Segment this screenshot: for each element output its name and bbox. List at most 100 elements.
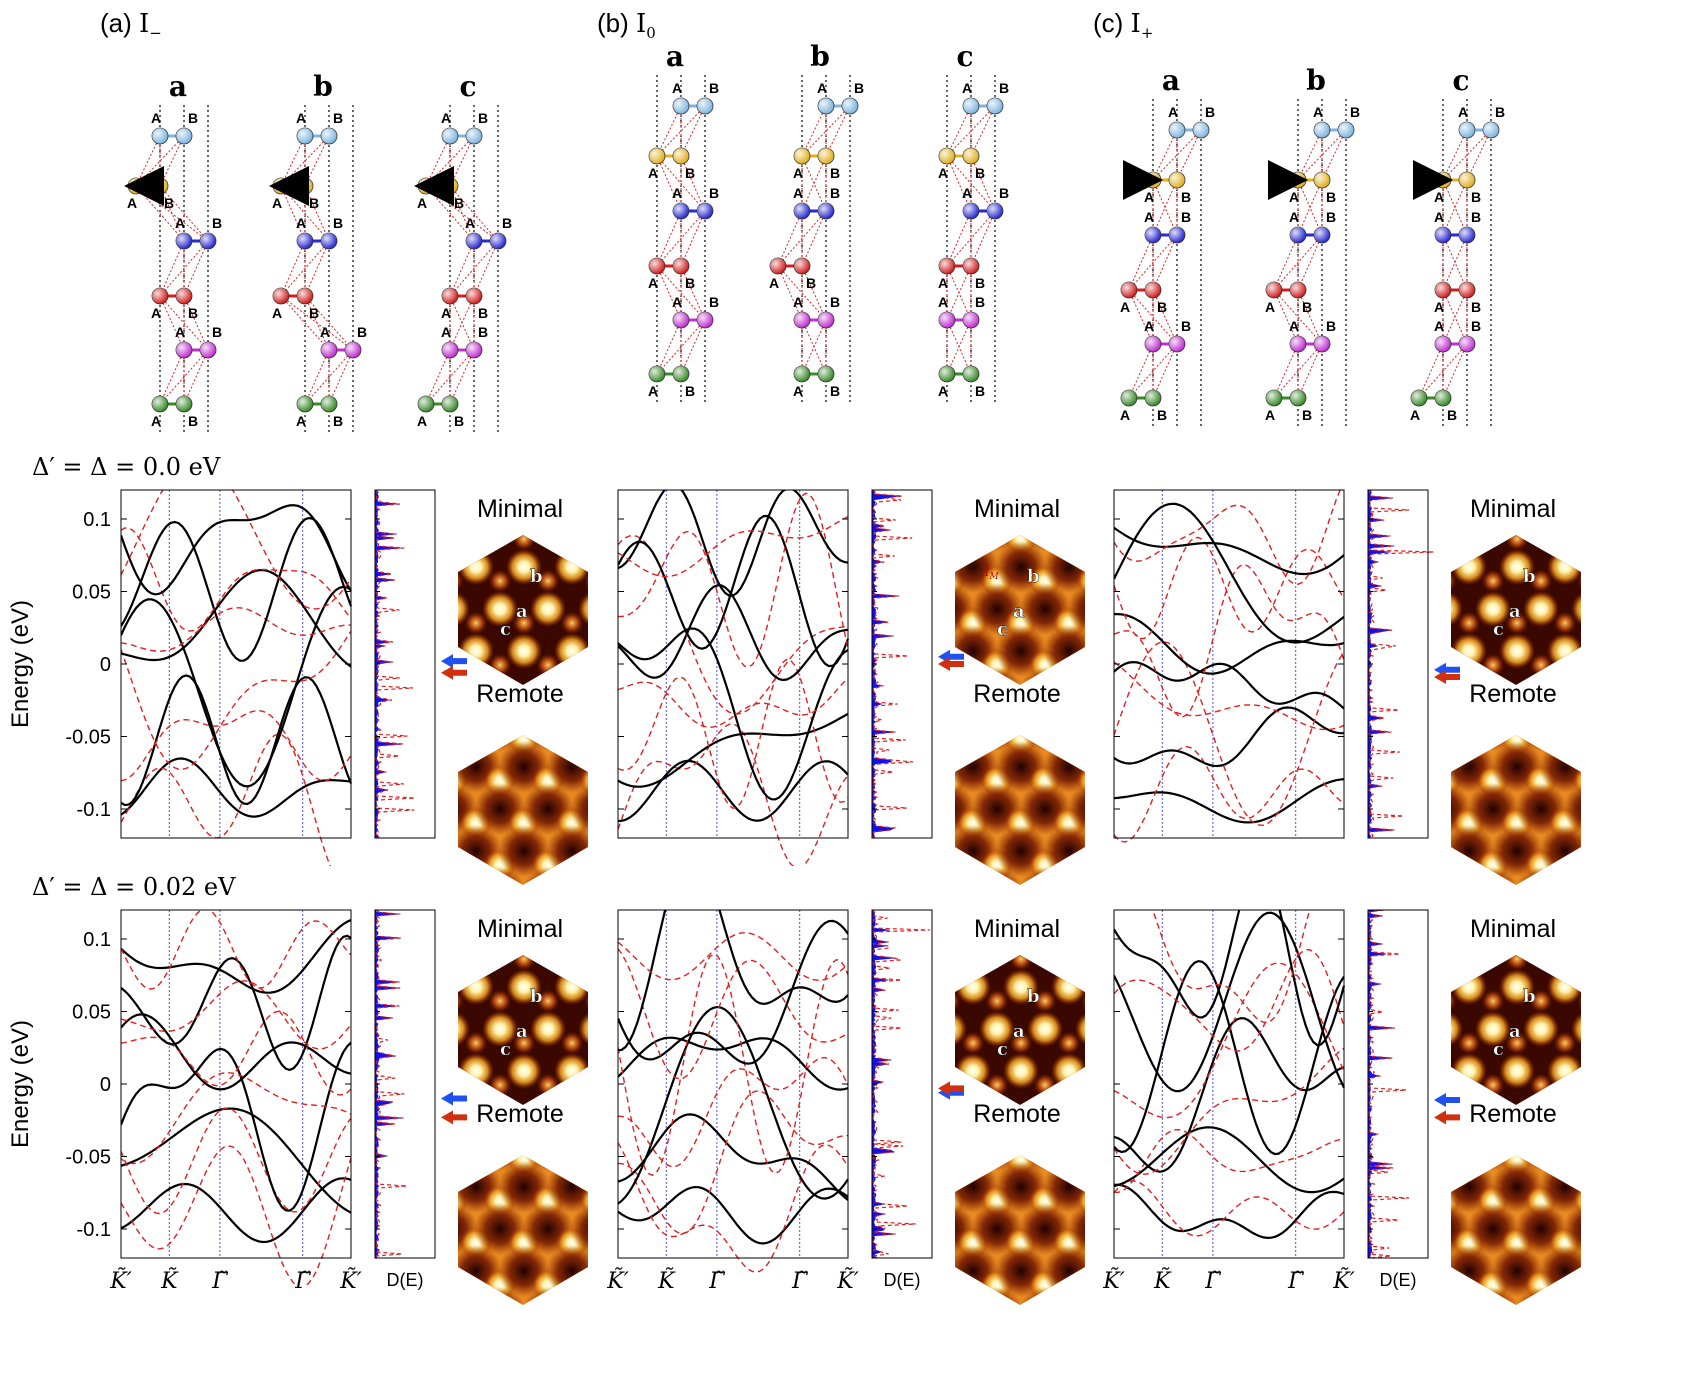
- y-tick-label: 0.1: [83, 929, 111, 951]
- map-spot-dim: [1081, 989, 1085, 1013]
- site-label: B: [830, 294, 840, 310]
- interlayer-bond: [1152, 234, 1178, 291]
- band-remote: [1114, 745, 1345, 843]
- map-spot: [410, 633, 446, 669]
- map-hole: [570, 1287, 588, 1305]
- y-tick-label: 0.05: [72, 582, 111, 604]
- site-label: A: [417, 413, 427, 429]
- map-spot: [957, 1311, 989, 1343]
- panel-subscript: 0: [646, 24, 656, 42]
- map-spot: [530, 591, 566, 627]
- band-minimal: [1114, 502, 1345, 644]
- atom-highlight: [1121, 390, 1137, 406]
- stacking-label: c: [1452, 64, 1469, 97]
- site-label: B: [502, 215, 512, 231]
- atom-highlight: [818, 312, 834, 328]
- band-minimal: [121, 568, 352, 668]
- interlayer-bond: [1418, 343, 1444, 399]
- map-spot: [482, 591, 518, 627]
- band-remote: [618, 677, 849, 729]
- map-spot: [955, 1011, 967, 1047]
- band-remote: [121, 1107, 352, 1215]
- dos-curves: [872, 910, 931, 1259]
- atom-highlight: [176, 396, 192, 412]
- band-minimal: [618, 1185, 849, 1245]
- interlayer-bond: [777, 210, 827, 267]
- band-minimal: [121, 918, 352, 994]
- map-spot: [957, 1155, 989, 1175]
- map-spot: [482, 1011, 518, 1047]
- map-spot-dim: [1457, 535, 1481, 551]
- band-remote: [618, 932, 849, 981]
- map-spot: [1403, 969, 1439, 1005]
- map-label-minimal: Minimal: [1470, 495, 1556, 523]
- map-site-label: b: [1027, 986, 1040, 1007]
- map-spot: [578, 591, 588, 627]
- map-label-remote: Remote: [1469, 1100, 1557, 1128]
- map-hole: [546, 741, 588, 793]
- band-curves: [1114, 910, 1346, 1258]
- map-spot: [1621, 1185, 1653, 1217]
- map-hole: [1515, 867, 1567, 885]
- atom-highlight: [1266, 390, 1282, 406]
- map-hole: [570, 1155, 588, 1171]
- map-label-minimal: Minimal: [477, 915, 563, 943]
- map-spot-dim: [961, 1031, 985, 1055]
- map-spot-dim: [1057, 955, 1081, 971]
- atom-highlight: [697, 203, 713, 219]
- plot-frame: [1113, 489, 1345, 839]
- map-spot-dim: [584, 1073, 588, 1097]
- interlayer-bond: [449, 240, 499, 297]
- site-label: A: [769, 275, 779, 291]
- map-spot: [458, 535, 470, 543]
- atom-highlight: [345, 342, 361, 358]
- map-spot: [578, 675, 588, 685]
- band-remote: [618, 1090, 848, 1235]
- site-label: B: [357, 324, 367, 340]
- map-spot-dim: [1601, 611, 1625, 635]
- interlayer-bond: [777, 210, 803, 267]
- site-label: A: [151, 110, 161, 126]
- interlayer-bond: [280, 240, 306, 297]
- map-hole: [1091, 741, 1143, 793]
- site-label: A: [465, 215, 475, 231]
- stacking-label: c: [459, 70, 476, 103]
- site-label: B: [309, 305, 319, 321]
- map-hole: [570, 735, 588, 751]
- site-label: A: [938, 294, 948, 310]
- atom-highlight: [794, 312, 810, 328]
- site-label: B: [975, 165, 985, 181]
- site-label: A: [1265, 299, 1275, 315]
- interlayer-bond: [1418, 343, 1468, 399]
- map-hole: [1091, 825, 1143, 877]
- interlayer-bond: [1128, 289, 1154, 345]
- site-label: A: [1289, 209, 1299, 225]
- map-spot-dim: [1505, 535, 1529, 551]
- atom-highlight: [200, 233, 216, 249]
- atom-highlight: [963, 312, 979, 328]
- site-label: A: [1458, 104, 1468, 120]
- site-label: A: [1410, 407, 1420, 423]
- dos-remote: [872, 490, 914, 839]
- atom-highlight: [176, 128, 192, 144]
- map-spot-dim: [1105, 1115, 1129, 1139]
- y-tick-label: 0.05: [72, 1002, 111, 1024]
- site-label: A: [175, 324, 185, 340]
- map-spot: [410, 549, 446, 585]
- band-remote: [121, 527, 352, 632]
- atom-highlight: [673, 148, 689, 164]
- x-tick-label: Γ̃: [294, 1269, 311, 1294]
- map-spot: [580, 849, 588, 881]
- interlayer-bond: [1297, 289, 1323, 345]
- interlayer-bond: [159, 295, 185, 351]
- site-label: A: [1144, 318, 1154, 334]
- ldos-map-content: [1451, 735, 1581, 885]
- atom-highlight: [297, 128, 313, 144]
- ldos-map-content: [458, 735, 588, 885]
- map-spot-dim: [560, 1031, 584, 1055]
- map-site-label: c: [500, 619, 511, 640]
- site-label: A: [272, 305, 282, 321]
- map-hole: [1043, 541, 1085, 593]
- interlayer-bond: [946, 105, 996, 157]
- map-spot-dim: [632, 1073, 656, 1097]
